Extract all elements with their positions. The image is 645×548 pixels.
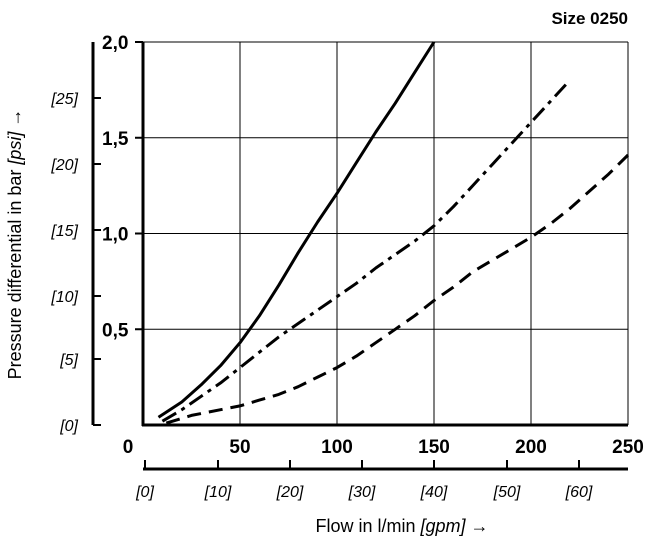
- x-tick-label-gpm: [40]: [420, 484, 448, 501]
- series-layer: [157, 41, 630, 425]
- series-line-dash-dot: [161, 79, 571, 423]
- x-tick-label-lpm: 250: [612, 437, 644, 458]
- chart-title: Size 0250: [551, 9, 628, 28]
- x-tick-label-gpm: [0]: [135, 484, 154, 501]
- y-tick-label-psi: [15]: [50, 223, 78, 240]
- x-axis-title-arrow: →: [466, 516, 489, 536]
- x-tick-label-gpm: [60]: [565, 484, 593, 501]
- x-tick-label-gpm: [30]: [348, 484, 376, 501]
- x-axis-title-unit: [gpm]: [419, 516, 466, 536]
- x-tick-label-lpm: 200: [515, 437, 547, 458]
- y-tick-label-bar: 1,5: [102, 129, 129, 150]
- x-tick-label-lpm: 100: [321, 437, 353, 458]
- x-tick-label-lpm: 150: [418, 437, 450, 458]
- y-tick-label-bar: 2,0: [102, 33, 128, 54]
- y-tick-label-psi: [5]: [59, 352, 78, 369]
- x-tick-label-gpm: [50]: [493, 484, 521, 501]
- y-tick-label-bar: 0,5: [102, 320, 129, 341]
- label-layer: 0,5 1,0 1,5 2,0 [0] [5] [10] [15] [20] [25] 0 50 100…: [50, 33, 644, 501]
- series-line-solid: [157, 41, 436, 419]
- y-tick-label-psi: [0]: [59, 418, 78, 435]
- grid-layer: [143, 41, 629, 425]
- y-axis-title-text: Pressure differential in bar: [5, 165, 25, 380]
- series-line-dashed: [165, 153, 630, 425]
- y-axis-title: Pressure differential in bar [psi] →: [5, 109, 25, 380]
- x-tick-label-lpm: 50: [229, 437, 250, 458]
- y-axis-title-arrow: →: [5, 109, 25, 132]
- y-axis-title-unit: [psi]: [5, 131, 25, 166]
- y-tick-label-bar: 1,0: [102, 225, 128, 246]
- y-tick-label-psi: [25]: [50, 91, 78, 108]
- x-tick-label-gpm: [10]: [204, 484, 232, 501]
- y-tick-label-psi: [10]: [50, 289, 78, 306]
- x-axis-title: Flow in l/min [gpm] →: [315, 516, 488, 536]
- y-tick-label-psi: [20]: [50, 157, 78, 174]
- x-tick-label-lpm: 0: [123, 437, 134, 458]
- axis-layer: [91, 41, 628, 471]
- x-tick-label-gpm: [20]: [276, 484, 304, 501]
- x-axis-title-text: Flow in l/min: [315, 516, 420, 536]
